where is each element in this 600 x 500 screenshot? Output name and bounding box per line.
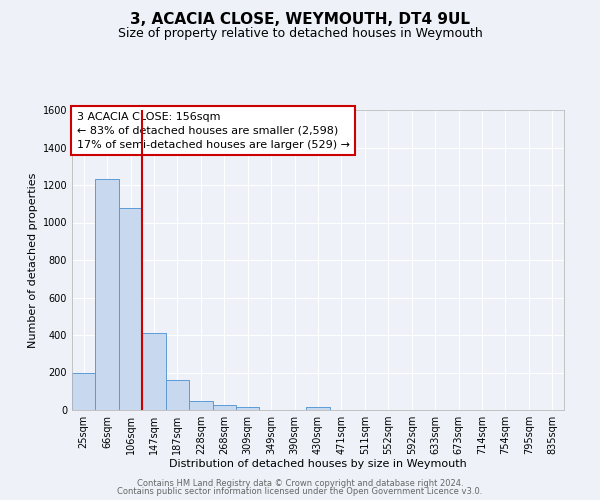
X-axis label: Distribution of detached houses by size in Weymouth: Distribution of detached houses by size … xyxy=(169,458,467,468)
Bar xyxy=(72,372,95,410)
Text: 3 ACACIA CLOSE: 156sqm
← 83% of detached houses are smaller (2,598)
17% of semi-: 3 ACACIA CLOSE: 156sqm ← 83% of detached… xyxy=(77,112,350,150)
Bar xyxy=(306,407,330,410)
Bar xyxy=(119,208,142,410)
Bar xyxy=(189,400,212,410)
Bar xyxy=(236,407,259,410)
Y-axis label: Number of detached properties: Number of detached properties xyxy=(28,172,38,348)
Text: 3, ACACIA CLOSE, WEYMOUTH, DT4 9UL: 3, ACACIA CLOSE, WEYMOUTH, DT4 9UL xyxy=(130,12,470,28)
Text: Size of property relative to detached houses in Weymouth: Size of property relative to detached ho… xyxy=(118,28,482,40)
Bar xyxy=(212,406,236,410)
Text: Contains public sector information licensed under the Open Government Licence v3: Contains public sector information licen… xyxy=(118,487,482,496)
Text: Contains HM Land Registry data © Crown copyright and database right 2024.: Contains HM Land Registry data © Crown c… xyxy=(137,478,463,488)
Bar xyxy=(95,180,119,410)
Bar xyxy=(142,333,166,410)
Bar xyxy=(166,380,189,410)
